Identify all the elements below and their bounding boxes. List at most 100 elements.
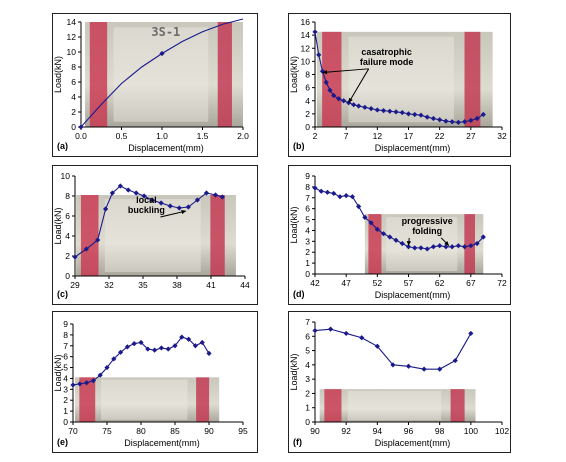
y-tick-label: 4 <box>305 96 310 106</box>
data-point <box>78 124 84 130</box>
y-tick-label: 6 <box>63 352 68 362</box>
data-point <box>480 234 486 240</box>
x-tick-label: 90 <box>204 426 214 436</box>
x-tick-label: 98 <box>435 426 445 436</box>
y-tick-label: 8 <box>305 70 310 80</box>
x-tick-label: 62 <box>435 278 445 288</box>
data-point <box>343 330 349 337</box>
y-tick-label: 3 <box>305 236 310 246</box>
data-point <box>318 188 324 194</box>
panel-label: (f) <box>293 437 302 447</box>
x-tick-label: 95 <box>238 426 248 436</box>
chart-panel-a: 3S-1 0.0 0.5 1.0 1.5 2.0 0 2 4 6 8 10 12 14 Displaceme… <box>52 13 258 157</box>
data-point <box>312 185 318 191</box>
data-point <box>212 192 219 198</box>
data-point <box>362 104 368 110</box>
y-tick-label: 2 <box>63 395 68 405</box>
y-tick-label: 0 <box>65 271 70 281</box>
x-tick-label: 75 <box>102 426 112 436</box>
y-tick-label: 5 <box>63 363 68 373</box>
x-axis-label: Displacement(mm) <box>128 143 204 153</box>
data-point <box>356 203 362 210</box>
data-point <box>131 341 137 347</box>
data-point <box>343 193 349 199</box>
y-tick-label: 9 <box>305 171 310 181</box>
data-point <box>192 343 198 349</box>
data-point <box>421 366 427 372</box>
x-tick-label: 90 <box>310 426 320 436</box>
data-point <box>349 194 355 200</box>
x-tick-label: 80 <box>136 426 146 436</box>
y-tick-label: 1 <box>63 406 68 416</box>
y-tick-label: 8 <box>63 330 68 340</box>
specimen-caption: 3S-1 <box>151 25 180 39</box>
y-tick-label: 10 <box>301 56 311 66</box>
chart-svg-c: 29 32 35 38 41 44 0 2 4 6 8 10 Load(kN) (c) localbuckl… <box>53 171 250 299</box>
x-axis-label: Displacement(mm) <box>375 143 451 153</box>
annotation-text: buckling <box>128 205 165 215</box>
data-point <box>90 378 96 384</box>
x-tick-label: 2 <box>313 131 318 141</box>
y-tick-label: 4 <box>65 231 70 241</box>
data-point <box>412 245 418 251</box>
data-point <box>133 190 139 196</box>
y-tick-label: 3 <box>305 374 310 384</box>
panel-label: (e) <box>57 437 68 447</box>
specimen-photo-b <box>316 31 493 127</box>
y-tick-label: 6 <box>305 83 310 93</box>
data-point <box>199 339 205 346</box>
data-point <box>186 336 192 342</box>
chart-panel-e: 70 75 80 85 90 95 0 1 2 3 4 5 6 7 8 9 Displacement(mm) Lo… <box>52 311 258 453</box>
x-tick-label: 96 <box>404 426 414 436</box>
y-tick-label: 6 <box>71 77 76 87</box>
data-point <box>312 29 318 35</box>
y-tick-label: 14 <box>301 30 311 40</box>
data-point <box>424 114 430 120</box>
annotation-arrow <box>322 68 369 74</box>
data-point <box>138 339 144 346</box>
data-point <box>327 326 334 332</box>
y-tick-label: 0 <box>305 122 310 132</box>
data-point <box>159 50 165 57</box>
x-tick-label: 92 <box>341 426 351 436</box>
x-tick-label: 102 <box>495 426 509 436</box>
y-tick-label: 5 <box>305 346 310 356</box>
y-tick-label: 8 <box>71 62 76 72</box>
x-tick-label: 0.5 <box>116 131 128 141</box>
data-point <box>95 237 101 243</box>
y-tick-label: 7 <box>305 193 310 203</box>
data-point <box>443 118 449 124</box>
y-tick-label: 0 <box>71 122 76 132</box>
data-point <box>118 349 124 355</box>
x-axis-label: Displacement(mm) <box>375 438 451 448</box>
x-tick-label: 0.0 <box>75 131 87 141</box>
data-point <box>405 244 412 250</box>
data-point <box>412 111 418 118</box>
data-point <box>393 237 399 243</box>
annotation-text: failure mode <box>360 57 414 67</box>
x-tick-label: 94 <box>373 426 383 436</box>
x-tick-label: 67 <box>466 278 476 288</box>
x-tick-label: 12 <box>373 131 383 141</box>
panel-label: (d) <box>293 289 305 299</box>
y-tick-label: 4 <box>305 360 310 370</box>
data-point <box>437 366 443 372</box>
data-point <box>165 346 171 352</box>
x-tick-label: 2.0 <box>237 131 249 141</box>
x-tick-label: 38 <box>172 280 182 290</box>
data-point <box>399 109 405 116</box>
x-tick-label: 22 <box>435 131 445 141</box>
data-point <box>219 194 225 200</box>
x-tick-label: 32 <box>497 131 507 141</box>
y-tick-label: 0 <box>63 417 68 427</box>
specimen-photo-d <box>364 214 484 274</box>
x-tick-label: 32 <box>104 280 114 290</box>
y-tick-label: 2 <box>305 388 310 398</box>
annotation-text: local <box>136 195 157 205</box>
data-point <box>117 183 123 189</box>
arrow-head <box>181 209 187 215</box>
y-tick-label: 10 <box>61 171 71 181</box>
annotation-arrow <box>348 68 370 103</box>
y-tick-label: 2 <box>71 107 76 117</box>
x-tick-label: 1.0 <box>156 131 168 141</box>
